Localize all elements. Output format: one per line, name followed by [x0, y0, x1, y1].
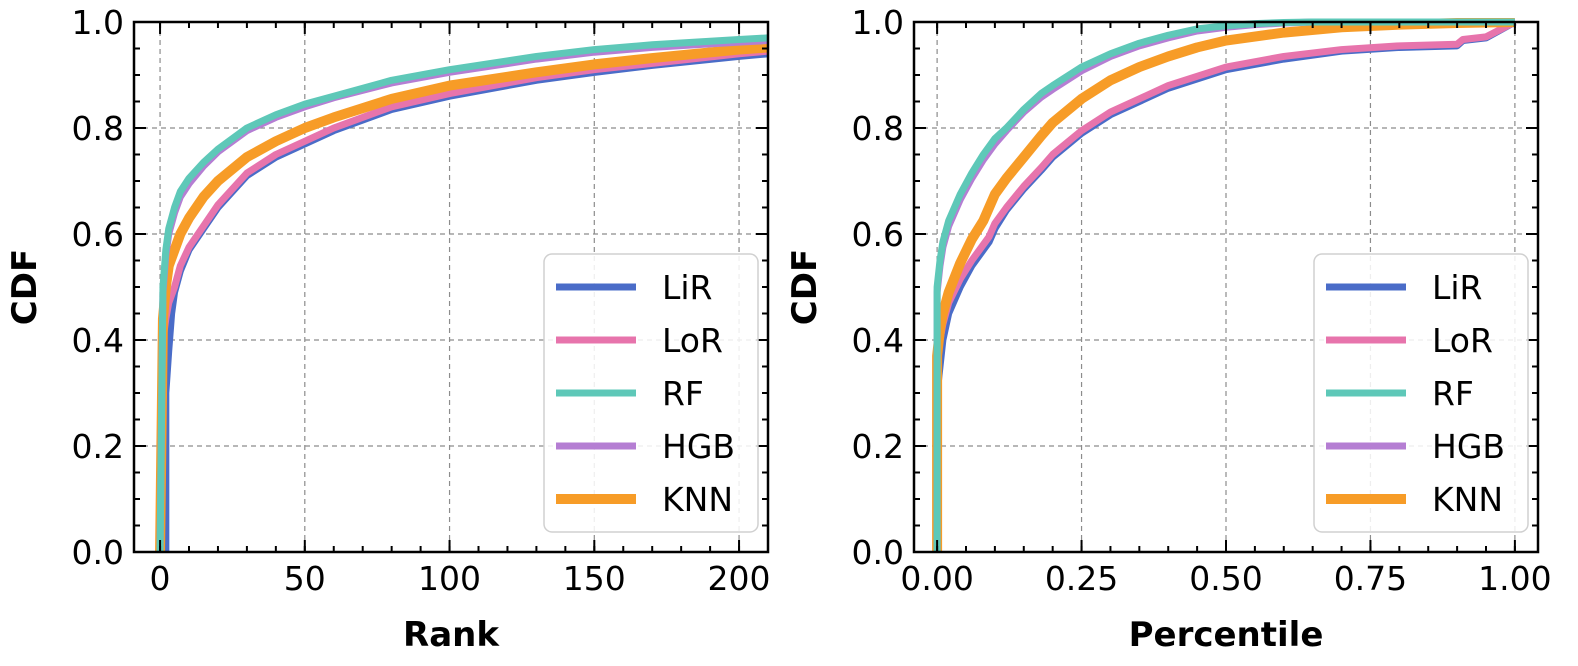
x-tick-label: 100 — [418, 559, 481, 598]
x-tick-label: 0.50 — [1189, 559, 1262, 598]
series-group — [932, 18, 1517, 552]
legend-box — [1313, 253, 1529, 533]
y-tick-label: 0.6 — [852, 215, 904, 254]
x-tick-label: 1.00 — [1478, 559, 1551, 598]
legend-label-lir: LiR — [662, 268, 712, 307]
y-tick-label: 0.2 — [852, 427, 904, 466]
x-tick-label: 150 — [563, 559, 626, 598]
series-line-lor — [156, 47, 768, 552]
legend-label-rf: RF — [1432, 374, 1474, 413]
series-line-rf — [933, 18, 1515, 552]
y-tick-label: 0.4 — [72, 321, 124, 360]
y-tick-label: 1.0 — [72, 3, 124, 42]
legend-label-hgb: HGB — [662, 427, 735, 466]
legend-label-lor: LoR — [662, 321, 723, 360]
y-tick-label: 0.0 — [72, 533, 124, 572]
rank-y-axis-title: CDF — [5, 249, 45, 325]
rank-cdf-panel: 0 50 100 150 200 0.0 0.2 0.4 0.6 0.8 1.0 Rank CDF LiR… — [5, 3, 771, 655]
series-line-rf — [156, 34, 768, 552]
y-tick-label: 0.8 — [852, 109, 904, 148]
y-tick-label: 0.2 — [72, 427, 124, 466]
legend-label-knn: KNN — [662, 480, 733, 519]
y-tick-label: 1.0 — [852, 3, 904, 42]
x-tick-label: 0.25 — [1045, 559, 1118, 598]
y-tick-label: 0.6 — [72, 215, 124, 254]
legend-label-lor: LoR — [1432, 321, 1493, 360]
x-tick-label: 0.75 — [1334, 559, 1407, 598]
y-tick-label: 0.0 — [852, 533, 904, 572]
x-tick-label: 0 — [150, 559, 171, 598]
x-tick-label: 50 — [284, 559, 326, 598]
legend-box — [543, 253, 759, 533]
series-line-knn — [155, 42, 768, 552]
series-line-knn — [932, 18, 1515, 552]
legend: LiR LoR RF HGB KNN — [1313, 253, 1529, 533]
percentile-x-axis-title: Percentile — [1129, 615, 1324, 655]
legend: LiR LoR RF HGB KNN — [543, 253, 759, 533]
legend-label-hgb: HGB — [1432, 427, 1505, 466]
percentile-y-axis-title: CDF — [785, 249, 825, 325]
x-tick-label: 0.00 — [900, 559, 973, 598]
y-tick-label: 0.4 — [852, 321, 904, 360]
legend-label-rf: RF — [662, 374, 704, 413]
x-tick-label: 200 — [708, 559, 771, 598]
legend-label-lir: LiR — [1432, 268, 1482, 307]
rank-x-axis-title: Rank — [403, 615, 500, 655]
y-tick-label: 0.8 — [72, 109, 124, 148]
percentile-cdf-panel: 0.00 0.25 0.50 0.75 1.00 0.0 0.2 0.4 0.6 0.8 1.0 Pe… — [785, 3, 1552, 655]
legend-label-knn: KNN — [1432, 480, 1503, 519]
series-group — [155, 34, 768, 552]
